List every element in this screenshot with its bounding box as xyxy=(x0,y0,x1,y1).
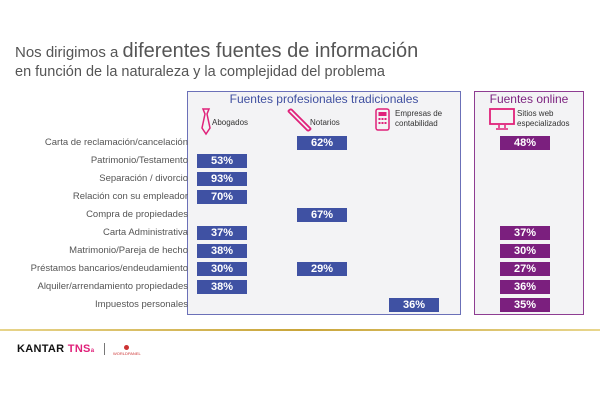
monitor-icon xyxy=(489,108,515,130)
calculator-icon xyxy=(375,108,390,131)
row-label: Separación / divorcio xyxy=(99,173,188,184)
divider xyxy=(0,329,600,331)
value-bar: 29% xyxy=(297,262,347,276)
column-header: Empresas de contabilidad xyxy=(395,109,443,128)
kantar-tns-logo: KANTAR TNSa xyxy=(17,343,95,355)
row-label: Carta de reclamación/cancelación xyxy=(44,137,188,148)
online-sources-panel: Fuentes online xyxy=(474,91,584,315)
row-label: Relación con su empleador xyxy=(72,191,188,202)
column-header: Notarios xyxy=(310,118,340,127)
row-label: Alquiler/arrendamiento propiedades xyxy=(37,281,188,292)
column-header: Sitios web especializados xyxy=(517,109,570,128)
tie-icon xyxy=(201,108,211,136)
value-bar: 36% xyxy=(389,298,439,312)
row-label: Compra de propiedades xyxy=(86,209,188,220)
value-bar: 93% xyxy=(197,172,247,186)
value-bar: 62% xyxy=(297,136,347,150)
value-bar: 35% xyxy=(500,298,550,312)
value-bar: 67% xyxy=(297,208,347,222)
row-label: Impuestos personales xyxy=(95,299,188,310)
value-bar: 38% xyxy=(197,280,247,294)
column-header: Abogados xyxy=(212,118,249,127)
value-bar: 27% xyxy=(500,262,550,276)
value-bar: 37% xyxy=(197,226,247,240)
title-line2: en función de la naturaleza y la complej… xyxy=(15,64,385,80)
value-bar: 38% xyxy=(197,244,247,258)
value-bar: 48% xyxy=(500,136,550,150)
group-title: Fuentes profesionales tradicionales xyxy=(229,92,419,106)
value-bar: 53% xyxy=(197,154,247,168)
group-title: Fuentes online xyxy=(489,92,569,106)
value-bar: 70% xyxy=(197,190,247,204)
pen-icon xyxy=(287,108,312,132)
worldpanel-logo: WORLDPANEL xyxy=(113,345,141,356)
row-label: Matrimonio/Pareja de hecho xyxy=(69,245,188,256)
logo-separator xyxy=(104,343,105,355)
value-bar: 30% xyxy=(197,262,247,276)
row-label: Patrimonio/Testamento xyxy=(90,155,188,166)
value-bar: 36% xyxy=(500,280,550,294)
title-line1: Nos dirigimos a diferentes fuentes de in… xyxy=(15,40,419,62)
row-label: Préstamos bancarios/endeudamiento xyxy=(30,263,188,274)
row-label: Carta Administrativa xyxy=(102,227,188,238)
value-bar: 37% xyxy=(500,226,550,240)
value-bar: 30% xyxy=(500,244,550,258)
